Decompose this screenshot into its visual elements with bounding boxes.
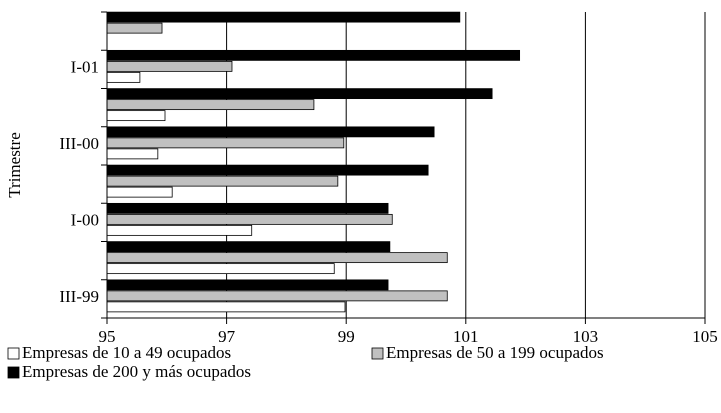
bar bbox=[106, 99, 315, 111]
bar bbox=[106, 301, 346, 313]
bar bbox=[106, 224, 253, 236]
bar bbox=[106, 11, 461, 23]
bar bbox=[106, 148, 159, 160]
legend-swatch bbox=[7, 366, 20, 379]
bar bbox=[106, 186, 173, 198]
bar bbox=[106, 290, 448, 302]
bar bbox=[106, 175, 339, 187]
x-tick-label: 105 bbox=[692, 327, 718, 346]
y-tick-label: I-00 bbox=[71, 210, 99, 229]
bar bbox=[106, 213, 393, 225]
y-tick-label: III-00 bbox=[59, 134, 99, 153]
bar bbox=[106, 22, 163, 34]
y-tick-label: I-01 bbox=[71, 57, 99, 76]
bar bbox=[106, 88, 493, 100]
bar bbox=[106, 71, 141, 83]
bar bbox=[106, 279, 389, 291]
x-tick-label: 103 bbox=[573, 327, 599, 346]
x-tick-label: 97 bbox=[218, 327, 236, 346]
legend-swatch bbox=[7, 347, 20, 360]
bar bbox=[106, 126, 435, 138]
bar bbox=[106, 252, 448, 264]
bar bbox=[106, 202, 389, 214]
x-tick-label: 99 bbox=[338, 327, 355, 346]
y-axis-label: Trimestre bbox=[5, 132, 24, 198]
bar bbox=[106, 263, 335, 275]
bar bbox=[106, 241, 391, 253]
bar bbox=[106, 137, 345, 149]
bar bbox=[106, 110, 166, 122]
legend-label: Empresas de 50 a 199 ocupados bbox=[386, 343, 604, 362]
x-tick-label: 101 bbox=[453, 327, 479, 346]
legend-label: Empresas de 200 y más ocupados bbox=[22, 362, 251, 381]
legend-label: Empresas de 10 a 49 ocupados bbox=[22, 343, 231, 362]
x-tick-label: 95 bbox=[99, 327, 116, 346]
bar bbox=[106, 49, 521, 61]
bar bbox=[106, 164, 429, 176]
bar bbox=[106, 60, 233, 72]
y-tick-label: III-99 bbox=[59, 287, 99, 306]
legend-swatch bbox=[371, 347, 384, 360]
